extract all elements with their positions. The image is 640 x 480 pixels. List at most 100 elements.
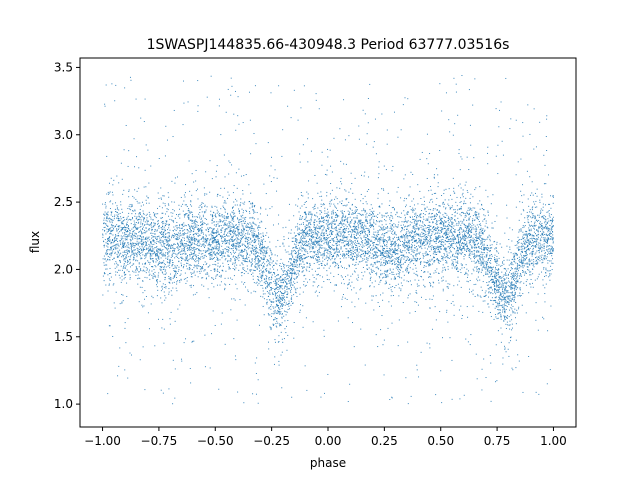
data-point (158, 220, 159, 222)
data-point (435, 246, 437, 248)
data-point (443, 254, 445, 256)
data-point (326, 240, 328, 242)
data-point (278, 298, 280, 300)
data-point (544, 256, 546, 258)
data-point (508, 259, 510, 261)
data-point (401, 230, 403, 232)
data-point (542, 257, 544, 259)
data-point (173, 220, 175, 222)
data-point (320, 191, 322, 193)
data-point (421, 225, 423, 227)
data-point (151, 246, 153, 248)
data-point (496, 250, 498, 252)
data-point (302, 247, 304, 249)
data-point (354, 206, 356, 208)
data-point (480, 260, 482, 262)
data-point (324, 265, 326, 267)
data-point (305, 245, 307, 247)
data-point (222, 236, 224, 238)
data-point (545, 267, 547, 269)
data-point (533, 148, 535, 150)
data-point (333, 228, 335, 230)
data-point (377, 193, 379, 195)
data-point (412, 173, 414, 175)
data-point (277, 278, 279, 280)
data-point (352, 250, 354, 252)
data-point (415, 292, 417, 294)
data-point (231, 85, 233, 87)
data-point (254, 206, 255, 208)
data-point (412, 227, 414, 229)
data-point (220, 208, 222, 210)
data-point (413, 226, 415, 228)
data-point (362, 258, 364, 260)
data-point (442, 290, 444, 292)
data-point (208, 275, 210, 277)
data-point (317, 256, 319, 258)
data-point (356, 278, 358, 280)
data-point (533, 247, 535, 249)
data-point (334, 205, 336, 207)
data-point (450, 302, 452, 304)
data-point (132, 259, 134, 261)
data-point (184, 251, 186, 253)
data-point (342, 229, 344, 231)
data-point (283, 287, 285, 289)
data-point (506, 217, 508, 219)
data-point (185, 257, 187, 259)
data-point (182, 267, 184, 269)
data-point (240, 249, 242, 251)
data-point (432, 209, 434, 211)
data-point (147, 247, 149, 249)
data-point (515, 288, 517, 290)
data-point (320, 221, 322, 223)
data-point (342, 296, 344, 298)
data-point (394, 260, 396, 262)
data-point (358, 298, 360, 300)
data-point (423, 271, 425, 273)
data-point (118, 219, 120, 221)
data-point (142, 254, 144, 256)
data-point (182, 253, 184, 255)
data-point (253, 241, 255, 243)
data-point (412, 236, 414, 238)
data-point (519, 201, 521, 203)
data-point (233, 244, 235, 246)
data-point (476, 378, 478, 380)
data-point (289, 281, 291, 283)
data-point (375, 273, 377, 275)
data-point (451, 245, 453, 247)
data-point (253, 249, 255, 251)
data-point (202, 220, 204, 222)
data-point (237, 258, 239, 260)
data-point (194, 251, 196, 253)
data-point (438, 279, 440, 281)
data-point (265, 283, 267, 285)
data-point (258, 226, 260, 228)
data-point (381, 220, 383, 222)
data-point (475, 240, 477, 242)
data-point (374, 257, 376, 259)
data-point (196, 239, 198, 241)
data-point (378, 161, 380, 163)
data-point (265, 252, 267, 254)
data-point (485, 256, 487, 258)
data-point (451, 398, 453, 400)
data-point (174, 257, 176, 259)
data-point (156, 253, 158, 255)
data-point (332, 209, 334, 211)
data-point (291, 252, 293, 254)
data-point (144, 229, 146, 231)
data-point (552, 202, 554, 204)
data-point (231, 164, 233, 166)
data-point (260, 233, 262, 235)
data-point (381, 229, 383, 231)
data-point (125, 236, 127, 238)
data-point (412, 226, 414, 228)
data-point (537, 234, 539, 236)
data-point (173, 276, 175, 278)
data-point (407, 294, 409, 296)
data-point (547, 330, 549, 332)
data-point (393, 243, 395, 245)
data-point (177, 280, 179, 282)
